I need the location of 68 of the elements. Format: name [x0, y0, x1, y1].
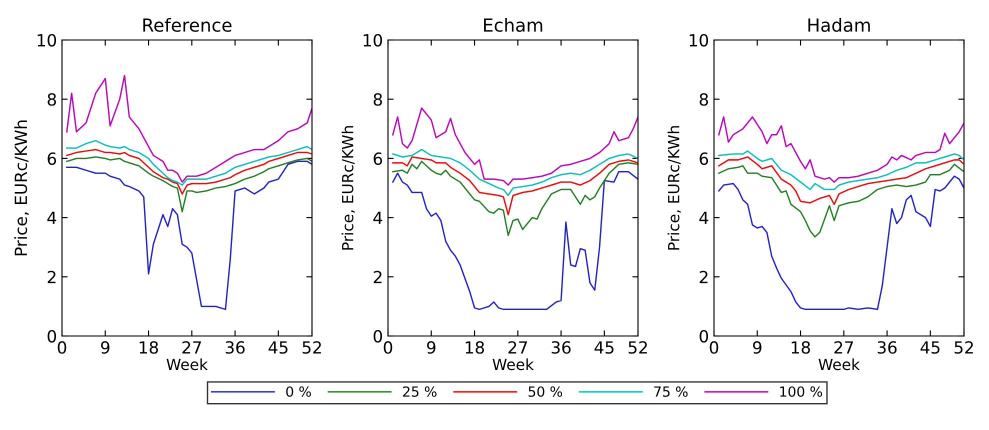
x-tick-label: 18 — [140, 341, 158, 354]
x-tick-label: 9 — [427, 341, 436, 354]
x-tick-label: 45 — [594, 341, 614, 354]
chart-title: Echam — [484, 18, 542, 32]
y-tick-label: 0 — [700, 330, 708, 343]
x-tick-label: 27 — [508, 341, 527, 354]
x-axis-title: Week — [818, 358, 860, 370]
y-tick-label: 4 — [47, 212, 56, 224]
y-tick-label: 4 — [699, 212, 708, 224]
line-series — [718, 116, 964, 183]
x-axis-title: Week — [492, 358, 534, 370]
y-tick-label: 2 — [374, 270, 382, 284]
line-series — [392, 156, 638, 216]
y-tick-label: 0 — [48, 330, 56, 343]
x-tick-label: 36 — [552, 341, 571, 354]
legend-label: 0 % — [286, 386, 311, 397]
line-series — [718, 156, 964, 205]
y-tick-label: 2 — [48, 270, 56, 284]
x-tick-label: 18 — [792, 341, 810, 354]
line-series — [718, 150, 964, 190]
y-tick-label: 0 — [374, 330, 382, 343]
y-tick-label: 6 — [700, 152, 708, 165]
line-series — [66, 156, 312, 212]
x-tick-label: 36 — [878, 341, 897, 354]
line-series — [66, 140, 312, 186]
y-tick-label: 8 — [374, 93, 382, 106]
x-tick-label: 9 — [101, 341, 110, 354]
legend-label: 100 % — [780, 386, 822, 397]
x-tick-label: 52 — [628, 341, 647, 354]
legend-label: 75 % — [654, 386, 688, 397]
x-tick-label: 18 — [466, 341, 484, 354]
legend-label: 25 % — [403, 386, 437, 397]
x-tick-label: 45 — [268, 341, 288, 354]
x-tick-label: 0 — [58, 341, 66, 354]
line-series — [718, 164, 964, 238]
chart-title: Hadam — [808, 18, 870, 32]
line-series — [718, 175, 964, 310]
x-tick-label: 45 — [920, 341, 940, 354]
line-series — [66, 74, 312, 183]
x-tick-label: 0 — [384, 341, 392, 354]
y-tick-label: 8 — [700, 93, 708, 106]
x-tick-label: 52 — [954, 341, 973, 354]
line-series — [392, 160, 638, 236]
x-tick-label: 36 — [226, 341, 245, 354]
y-tick-label: 10 — [364, 34, 382, 47]
y-axis-title: Price, EURc/KWh — [668, 126, 681, 250]
line-series — [392, 148, 638, 196]
y-tick-label: 4 — [373, 212, 382, 224]
x-tick-label: 0 — [710, 341, 718, 354]
line-series — [392, 107, 638, 186]
line-series — [66, 160, 312, 310]
x-tick-label: 27 — [182, 341, 201, 354]
line-series — [66, 148, 312, 195]
x-tick-label: 52 — [302, 341, 321, 354]
y-axis-title: Price, EURc/KWh — [14, 120, 29, 256]
x-axis-title: Week — [166, 358, 208, 370]
y-tick-label: 6 — [374, 152, 382, 165]
y-tick-label: 6 — [48, 152, 56, 165]
x-tick-label: 9 — [753, 341, 762, 354]
y-tick-label: 10 — [38, 34, 56, 47]
y-tick-label: 10 — [690, 34, 708, 47]
line-series — [392, 171, 638, 310]
x-tick-label: 27 — [834, 341, 853, 354]
y-axis-title: Price, EURc/KWh — [342, 126, 355, 250]
y-tick-label: 2 — [700, 270, 708, 284]
legend-label: 50 % — [528, 386, 562, 397]
y-tick-label: 8 — [48, 93, 56, 106]
chart-title: Reference — [143, 18, 232, 32]
